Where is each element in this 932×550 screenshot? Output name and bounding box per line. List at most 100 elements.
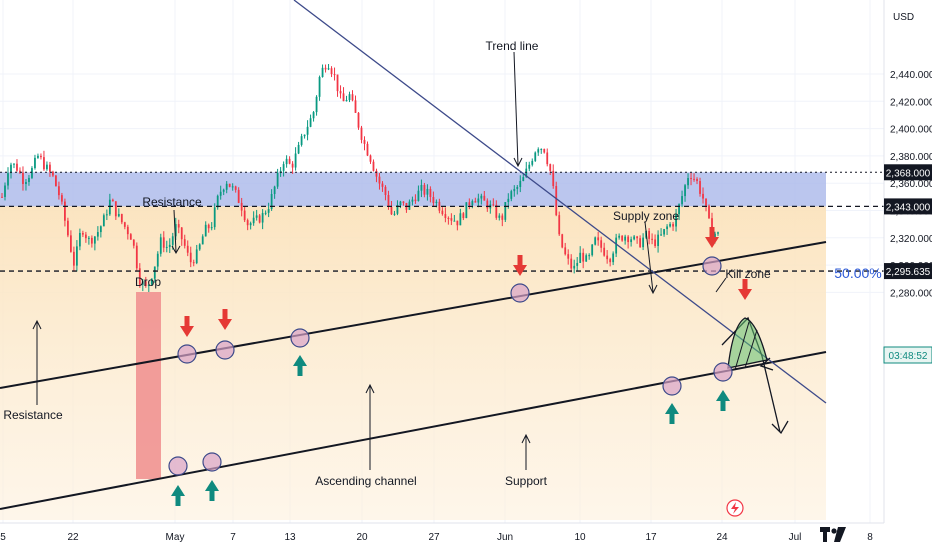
supply-zone-label: Supply zone xyxy=(613,209,679,223)
candle-body xyxy=(198,244,201,250)
candle-body xyxy=(642,237,645,248)
support-pointer-head xyxy=(521,433,531,444)
candle-body xyxy=(648,230,650,239)
x-tick-label: 5 xyxy=(0,532,6,543)
candle-body xyxy=(585,255,588,262)
candle-body xyxy=(537,149,540,153)
candle-body xyxy=(504,202,507,220)
candle-body xyxy=(237,189,240,203)
candle-body xyxy=(31,168,33,178)
arrow-up-shaft xyxy=(297,365,303,376)
candle-body xyxy=(306,126,309,135)
candle-body xyxy=(378,176,381,184)
annotations: Trend line Resistance Resistance Drop Supply… xyxy=(3,39,882,517)
candle-body xyxy=(99,226,102,233)
candle-body xyxy=(249,223,252,226)
candle-body xyxy=(573,265,576,269)
candle-body xyxy=(555,186,558,216)
kill-zone-hatch xyxy=(734,321,750,371)
arrow-down-shaft xyxy=(184,316,190,327)
candle-body xyxy=(543,149,546,153)
candle-body xyxy=(150,278,153,285)
candle-body xyxy=(120,214,123,223)
tv-logo-part xyxy=(834,527,846,542)
candle-body xyxy=(333,74,336,76)
resistance-pointer xyxy=(173,209,177,253)
candle-body xyxy=(678,204,680,215)
y-tick-label: 2,420.000 xyxy=(890,97,932,108)
candle-body xyxy=(72,251,75,266)
candle-body xyxy=(402,201,405,203)
candle-body xyxy=(708,205,710,219)
candle-body xyxy=(396,205,399,214)
candle-body xyxy=(633,236,636,240)
candle-body xyxy=(315,96,318,113)
trend-pointer xyxy=(513,51,519,166)
y-tick-label: 2,280.000 xyxy=(890,288,932,299)
zones xyxy=(0,172,826,520)
candle-body xyxy=(618,235,621,238)
candle-body xyxy=(690,178,692,180)
candle-body xyxy=(81,232,84,235)
candle-body xyxy=(486,200,489,209)
candle-body xyxy=(40,155,42,158)
y-tick-label: 2,400.000 xyxy=(890,125,932,136)
candle-body xyxy=(204,224,207,237)
candle-body xyxy=(363,139,366,144)
candle-body xyxy=(135,245,138,269)
candle-body xyxy=(141,281,144,285)
candle-body xyxy=(519,180,522,187)
support-zone xyxy=(0,206,826,520)
candle-body xyxy=(696,178,698,182)
candle-body xyxy=(297,144,300,154)
candle-body xyxy=(477,198,480,203)
arrow-down-head xyxy=(738,289,752,300)
candle-body xyxy=(513,188,516,192)
candle-body xyxy=(165,246,168,248)
candle-body xyxy=(330,68,333,75)
candle-body xyxy=(657,234,659,247)
candle-body xyxy=(342,93,345,102)
candle-body xyxy=(612,253,615,263)
candle-body xyxy=(447,218,450,220)
candle-body xyxy=(318,77,321,97)
candle-body xyxy=(288,158,291,164)
candle-body xyxy=(159,237,162,254)
candle-body xyxy=(111,199,114,202)
candle-body xyxy=(675,214,677,227)
candle-body xyxy=(49,164,51,172)
candle-body xyxy=(70,235,72,252)
candle-body xyxy=(7,173,9,186)
trend-pointer-head xyxy=(513,157,523,168)
candle-body xyxy=(276,173,279,187)
candle-body xyxy=(444,214,447,219)
candle-body xyxy=(453,220,456,222)
candle-body xyxy=(348,94,351,101)
candle-body xyxy=(264,212,267,214)
arrow-up-shaft xyxy=(209,490,215,501)
candle-body xyxy=(426,188,429,195)
candle-body xyxy=(450,218,453,221)
candle-body xyxy=(25,182,27,185)
x-tick-label: May xyxy=(166,532,185,543)
candle-body xyxy=(255,215,258,218)
arrow-down-head xyxy=(180,326,194,337)
candle-body xyxy=(354,100,357,113)
candle-body xyxy=(360,127,363,140)
candle-body xyxy=(321,67,324,78)
candle-body xyxy=(582,252,585,262)
channel-upper-line xyxy=(0,241,827,389)
tv-logo-icon[interactable] xyxy=(820,527,846,542)
x-tick-label: 8 xyxy=(867,532,873,543)
candle-body xyxy=(714,233,716,237)
candle-body xyxy=(606,255,609,260)
candle-body xyxy=(144,281,147,287)
time-axis-bg xyxy=(0,523,932,550)
level-price-tag-text: 2,368.000 xyxy=(886,168,931,179)
x-tick-label: 7 xyxy=(230,532,236,543)
candle-body xyxy=(384,186,387,195)
candle-body xyxy=(693,178,695,180)
candle-body xyxy=(510,191,513,199)
